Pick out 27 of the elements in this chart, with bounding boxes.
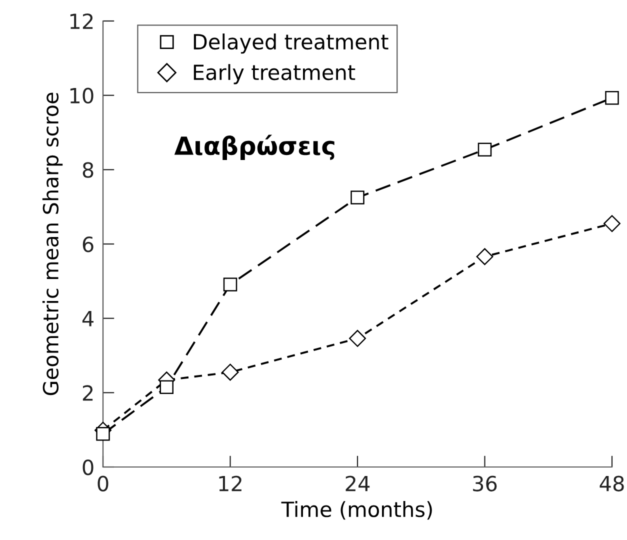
y-tick-label: 8 [82, 162, 94, 178]
y-axis-title: Geometric mean Sharp scroe [42, 92, 63, 396]
y-tick-label: 4 [82, 311, 94, 326]
x-tick-label: 0 [98, 476, 108, 492]
point [349, 330, 366, 347]
y-tick-label: 2 [82, 385, 93, 401]
x-axis-title: Time (months) [281, 501, 432, 520]
point [476, 248, 494, 266]
point [223, 278, 238, 292]
point [604, 215, 620, 232]
x-tick-label: 48 [600, 476, 624, 492]
point [222, 364, 239, 381]
point [478, 142, 492, 156]
x-tick-label: 12 [219, 476, 242, 492]
point [605, 91, 619, 105]
legend-label: Early treatment [194, 64, 356, 84]
x-tick-label: 24 [346, 476, 370, 492]
y-tick-label: 12 [70, 13, 93, 29]
annotation: Διαβρώσεις [174, 134, 334, 160]
legend-label: Delayed treatment [194, 34, 388, 54]
point [96, 427, 110, 441]
x-tick-label: 36 [473, 476, 497, 492]
y-tick-label: 10 [70, 88, 94, 104]
y-tick-label: 0 [82, 459, 94, 476]
y-tick-label: 6 [82, 236, 94, 252]
point [160, 380, 174, 394]
point [350, 190, 364, 204]
